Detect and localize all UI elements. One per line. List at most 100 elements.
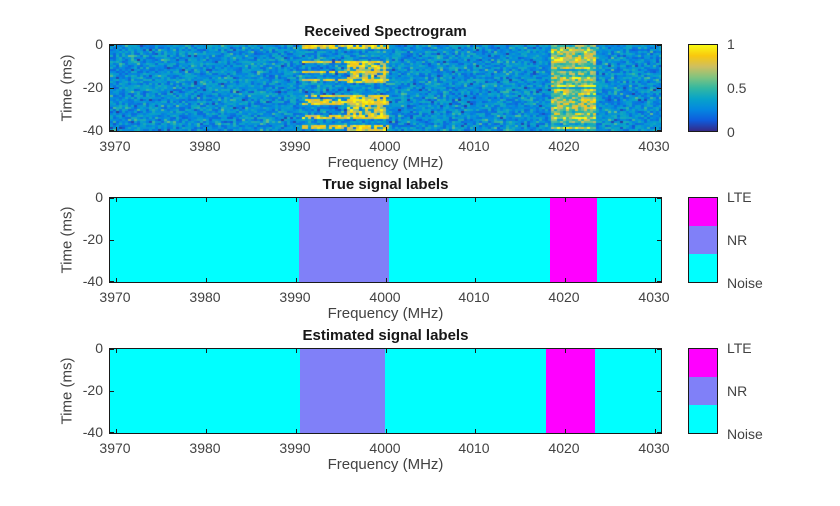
x-tick-label: 4010 — [458, 289, 490, 305]
x-axis-label: Frequency (MHz) — [327, 154, 444, 171]
legend-swatch-lte — [689, 198, 717, 226]
lte-region — [546, 349, 596, 433]
x-tick — [116, 127, 117, 131]
x-tick-label: 4020 — [548, 289, 580, 305]
y-tick — [110, 130, 114, 131]
y-tick-label: -40 — [82, 122, 103, 138]
x-tick — [386, 429, 387, 433]
legend-label-lte: LTE — [727, 189, 752, 205]
y-tick-label: -20 — [82, 231, 103, 247]
y-tick — [110, 281, 114, 282]
y-tick — [657, 349, 661, 350]
y-tick-label: -40 — [82, 273, 103, 289]
x-tick — [475, 429, 476, 433]
legend-label-lte: LTE — [727, 340, 752, 356]
x-tick-label: 4020 — [548, 440, 580, 456]
x-tick — [475, 198, 476, 202]
plot-title: Received Spectrogram — [304, 23, 467, 40]
x-tick — [206, 45, 207, 49]
y-tick-label: 0 — [95, 340, 103, 356]
x-axis-label: Frequency (MHz) — [327, 456, 444, 473]
x-tick — [296, 198, 297, 202]
true-labels-plot-area — [109, 197, 662, 283]
x-tick-label: 3980 — [189, 289, 221, 305]
x-tick — [296, 278, 297, 282]
y-tick — [657, 88, 661, 89]
colorbar-tick-label: 0 — [727, 124, 735, 140]
y-tick-label: -20 — [82, 79, 103, 95]
y-tick — [110, 391, 114, 392]
y-tick — [110, 349, 114, 350]
subplot-received-spectrogram: Received Spectrogram Time (ms) Frequency… — [0, 23, 840, 171]
spectrogram-plot-area — [109, 44, 662, 132]
x-tick — [386, 198, 387, 202]
y-tick-label: -40 — [82, 424, 103, 440]
x-tick — [655, 429, 656, 433]
x-tick — [206, 127, 207, 131]
x-tick — [296, 429, 297, 433]
x-tick — [655, 45, 656, 49]
x-tick — [206, 278, 207, 282]
legend-label-nr: NR — [727, 383, 748, 399]
x-tick — [296, 127, 297, 131]
x-tick-label: 4000 — [369, 289, 401, 305]
legend-label-noise: Noise — [727, 426, 763, 442]
x-tick — [116, 429, 117, 433]
x-tick-label: 4030 — [638, 440, 670, 456]
nr-region — [299, 198, 390, 282]
class-legend — [688, 197, 718, 283]
y-tick — [657, 45, 661, 46]
y-tick-label: 0 — [95, 36, 103, 52]
plot-title: True signal labels — [322, 176, 449, 193]
x-tick — [475, 45, 476, 49]
x-tick — [565, 349, 566, 353]
y-tick — [657, 130, 661, 131]
y-tick — [657, 281, 661, 282]
x-tick — [116, 278, 117, 282]
y-tick — [110, 432, 114, 433]
x-tick — [206, 198, 207, 202]
x-tick — [386, 278, 387, 282]
legend-swatch-noise — [689, 253, 717, 282]
x-tick — [116, 45, 117, 49]
x-tick-label: 3990 — [279, 289, 311, 305]
x-tick — [655, 349, 656, 353]
legend-swatch-lte — [689, 349, 717, 377]
x-tick — [206, 429, 207, 433]
legend-swatch-nr — [689, 376, 717, 405]
x-tick — [475, 127, 476, 131]
x-tick-label: 4000 — [369, 440, 401, 456]
lte-region — [549, 198, 598, 282]
x-tick — [475, 349, 476, 353]
x-tick-label: 3990 — [279, 440, 311, 456]
x-tick-label: 4030 — [638, 289, 670, 305]
x-tick — [655, 278, 656, 282]
nr-region — [300, 349, 386, 433]
x-tick — [565, 45, 566, 49]
x-tick — [565, 198, 566, 202]
y-tick — [110, 88, 114, 89]
x-tick-label: 4030 — [638, 138, 670, 154]
x-tick-label: 3970 — [99, 440, 131, 456]
x-tick-label: 4010 — [458, 440, 490, 456]
x-tick — [475, 278, 476, 282]
x-tick — [386, 349, 387, 353]
colorbar-tick-label: 0.5 — [727, 80, 747, 96]
y-tick — [110, 45, 114, 46]
y-tick — [110, 240, 114, 241]
x-axis-label: Frequency (MHz) — [327, 305, 444, 322]
x-tick — [655, 127, 656, 131]
y-tick-label: -20 — [82, 382, 103, 398]
class-legend — [688, 348, 718, 434]
x-tick-label: 3990 — [279, 138, 311, 154]
estimated-labels-plot-area — [109, 348, 662, 434]
x-tick — [565, 278, 566, 282]
colorbar-tick-label: 1 — [727, 36, 735, 52]
x-tick-label: 3980 — [189, 440, 221, 456]
legend-label-noise: Noise — [727, 275, 763, 291]
y-tick — [110, 198, 114, 199]
x-tick — [655, 198, 656, 202]
legend-swatch-nr — [689, 225, 717, 254]
x-tick-label: 4000 — [369, 138, 401, 154]
